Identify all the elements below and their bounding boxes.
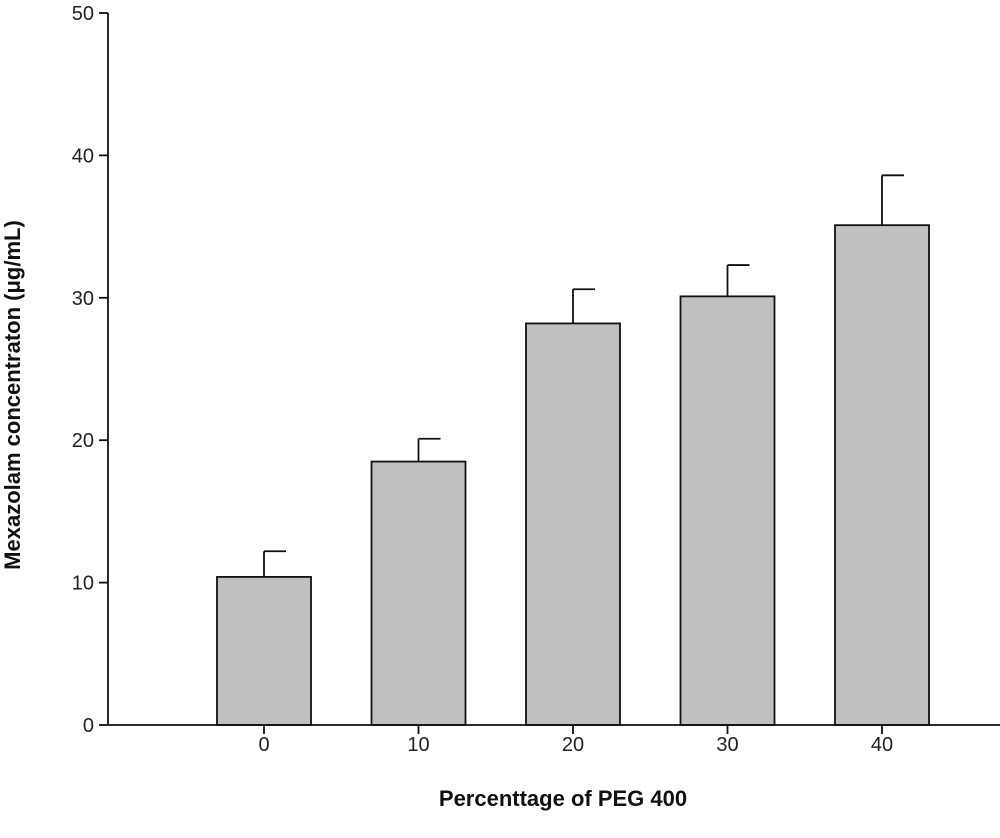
x-axis-title: Percenttage of PEG 400: [439, 786, 687, 811]
bar-30: [679, 295, 776, 726]
y-tick-label: 30: [72, 288, 94, 310]
y-tick-label: 40: [72, 145, 94, 167]
bar-0: [216, 576, 312, 726]
bar-40: [834, 224, 930, 726]
axes-group: [107, 13, 1000, 726]
y-tick-label: 0: [83, 715, 94, 737]
x-tick-label: 20: [562, 734, 584, 756]
x-tick-label: 40: [871, 734, 893, 756]
y-tick-label: 10: [72, 573, 94, 595]
x-tick-label: 10: [407, 734, 429, 756]
error-bars-group: [263, 174, 904, 577]
x-tick-label: 30: [716, 734, 738, 756]
y-tick-label: 20: [72, 430, 94, 452]
y-ticks-group: 0 10 20 30 40 50: [72, 3, 108, 737]
y-tick-label: 50: [72, 3, 94, 25]
y-axis-title: Mexazolam concentraton (μg/mL): [0, 220, 25, 570]
x-ticks-group: 0 10 20 30 40: [258, 725, 893, 756]
x-tick-label: 0: [258, 734, 269, 756]
bar-10: [370, 460, 467, 726]
bar-20: [525, 322, 621, 726]
